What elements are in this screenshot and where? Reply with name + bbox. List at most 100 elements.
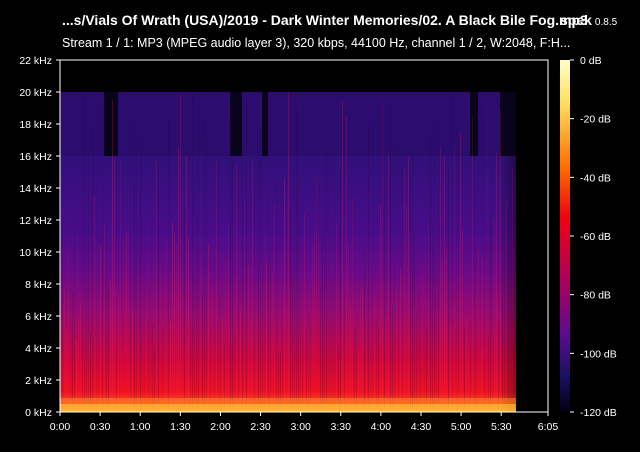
streak	[218, 117, 219, 412]
streak	[430, 133, 431, 412]
streak	[86, 209, 87, 412]
streak	[282, 329, 283, 412]
streak	[158, 165, 159, 412]
freq-tick-label: 20 kHz	[19, 87, 52, 99]
ending-silence	[516, 60, 548, 156]
streak	[354, 328, 355, 412]
streak	[336, 222, 337, 412]
streak	[154, 349, 155, 412]
time-tick-label: 0:30	[90, 421, 111, 433]
time-axis: 0:00 0:30 1:00 1:30 2:00 2:30 3:00 3:30 4:00 4:30…	[50, 412, 558, 433]
streak	[362, 289, 363, 412]
streak	[210, 329, 211, 412]
db-tick-label: -120 dB	[580, 407, 617, 419]
streak	[130, 118, 131, 412]
streak	[62, 224, 63, 412]
streak	[92, 122, 93, 413]
streak	[434, 115, 435, 412]
streak	[276, 180, 277, 412]
streak	[114, 157, 115, 412]
streak	[288, 93, 289, 413]
streak	[260, 127, 261, 413]
db-scale: 0 dB -20 dB -40 dB -60 dB -80 dB -100 dB -120 …	[560, 55, 617, 419]
spectrogram-plot	[59, 59, 549, 413]
gap-region	[470, 92, 478, 156]
streak	[204, 116, 205, 412]
streak	[206, 136, 207, 412]
frequency-axis: 22 kHz 20 kHz 18 kHz 16 kHz 14 kHz 12 kHz 10 k…	[19, 55, 60, 419]
streak	[422, 263, 423, 412]
streak	[348, 244, 349, 412]
streak	[186, 156, 187, 412]
streak	[110, 281, 111, 412]
streak	[316, 177, 317, 412]
streak	[170, 320, 171, 412]
streak	[172, 222, 173, 412]
streak	[150, 189, 151, 412]
streak	[332, 278, 333, 412]
streak	[254, 193, 255, 412]
streak	[190, 338, 191, 412]
time-tick-label: 5:30	[491, 421, 512, 433]
freq-tick-label: 18 kHz	[19, 119, 52, 131]
db-tick-label: -100 dB	[580, 348, 617, 360]
energy-body	[60, 156, 516, 412]
db-axis: 0 dB -20 dB -40 dB -60 dB -80 dB -100 dB -120 …	[570, 55, 617, 419]
app-label: spek 0.8.5	[560, 12, 617, 30]
streak	[308, 314, 309, 412]
streak	[90, 331, 91, 412]
streak	[100, 244, 101, 412]
freq-tick-label: 8 kHz	[25, 279, 52, 291]
streak	[296, 105, 297, 413]
time-tick-label: 3:30	[331, 421, 352, 433]
streak	[368, 126, 369, 412]
streak	[202, 291, 203, 412]
streak	[180, 94, 181, 412]
streak	[444, 156, 445, 412]
streak	[138, 330, 139, 412]
streak	[306, 328, 307, 412]
streak	[310, 322, 311, 412]
streak	[176, 243, 177, 412]
streak	[184, 207, 185, 412]
streak	[160, 258, 161, 412]
time-tick-label: 4:30	[411, 421, 432, 433]
streak	[224, 344, 225, 412]
streak	[284, 177, 285, 412]
streak	[404, 169, 405, 412]
streak	[126, 233, 127, 412]
streak	[432, 221, 433, 412]
streak	[274, 203, 275, 412]
streak	[214, 266, 215, 412]
streak	[456, 113, 457, 412]
streak	[116, 345, 117, 412]
high-band-gaps	[104, 92, 516, 156]
db-tick-label: -80 dB	[580, 290, 611, 302]
streak	[76, 338, 77, 412]
streak	[134, 180, 135, 412]
streak	[216, 159, 217, 412]
streak	[460, 132, 461, 412]
streak	[82, 177, 83, 412]
streak	[240, 310, 241, 412]
streak	[344, 292, 345, 412]
streak	[106, 234, 107, 412]
streak	[426, 327, 427, 412]
streak	[372, 92, 373, 413]
streak	[484, 124, 485, 413]
freq-tick-label: 10 kHz	[19, 247, 52, 259]
fade-out-region	[500, 156, 548, 412]
streak	[220, 293, 221, 412]
vertical-streaks	[62, 92, 513, 413]
app-name: spek	[560, 12, 592, 28]
streak	[238, 280, 239, 412]
streak	[412, 147, 413, 412]
streak	[478, 248, 479, 412]
streak	[302, 337, 303, 412]
streak	[408, 156, 409, 412]
streak	[252, 158, 253, 412]
db-tick-label: 0 dB	[580, 55, 602, 67]
streak	[290, 203, 291, 412]
streak	[96, 182, 97, 412]
